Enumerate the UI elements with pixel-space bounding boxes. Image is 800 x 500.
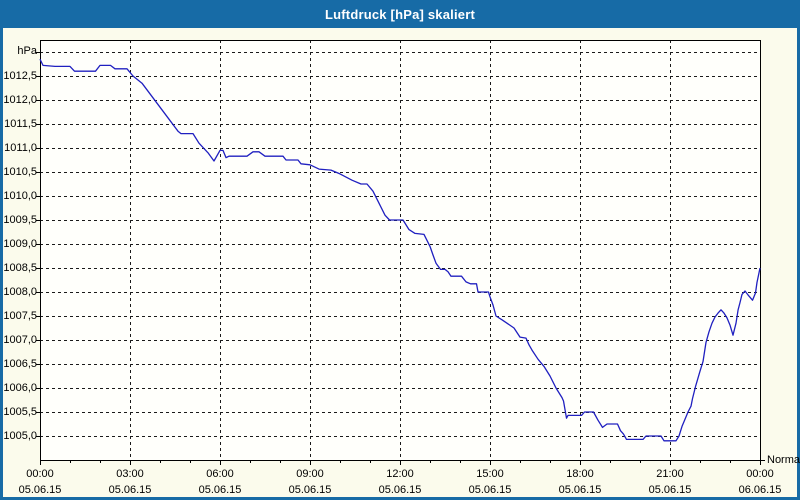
y-axis-label: 1006,5 — [3, 358, 37, 370]
y-axis-label: 1010,0 — [3, 190, 37, 202]
x-axis-time-label: 03:00 — [116, 468, 144, 480]
y-axis-label: 1005,5 — [3, 406, 37, 418]
y-axis-label: 1007,5 — [3, 310, 37, 322]
y-axis-label: 1012,0 — [3, 94, 37, 106]
y-axis-unit-label: hPa — [17, 45, 37, 57]
series-label-normal: Normal — [767, 454, 800, 466]
x-axis-time-label: 00:00 — [746, 468, 774, 480]
y-axis-label: 1007,0 — [3, 334, 37, 346]
x-axis-date-label: 05.06.15 — [288, 484, 332, 496]
y-axis-label: 1011,5 — [4, 118, 37, 130]
x-axis-date-label: 05.06.15 — [558, 484, 602, 496]
x-axis-date-label: 05.06.15 — [108, 484, 152, 496]
pressure-line — [39, 58, 761, 442]
y-axis-label: 1008,5 — [3, 262, 37, 274]
x-axis-date-label: 05.06.15 — [18, 484, 62, 496]
x-axis-date-label: 05.06.15 — [468, 484, 512, 496]
x-axis-time-label: 06:00 — [206, 468, 234, 480]
y-axis-label: 1010,5 — [3, 166, 37, 178]
y-axis-label: 1005,0 — [3, 430, 37, 442]
y-axis-label: 1009,5 — [3, 214, 37, 226]
chart-canvas — [36, 40, 765, 465]
x-axis-date-label: 06.06.15 — [738, 484, 782, 496]
x-axis-time-label: 21:00 — [656, 468, 684, 480]
y-axis-label: 1009,0 — [3, 238, 37, 250]
window-title: Luftdruck [hPa] skaliert — [325, 6, 475, 22]
x-axis-time-label: 15:00 — [476, 468, 504, 480]
x-axis-time-label: 09:00 — [296, 468, 324, 480]
y-axis-label: 1006,0 — [3, 382, 37, 394]
x-axis-date-label: 05.06.15 — [198, 484, 242, 496]
x-axis-date-label: 05.06.15 — [378, 484, 422, 496]
x-axis-time-label: 18:00 — [566, 468, 594, 480]
window-titlebar[interactable]: Luftdruck [hPa] skaliert — [0, 0, 800, 28]
y-axis-label: 1008,0 — [3, 286, 37, 298]
y-axis-label: 1012,5 — [3, 70, 37, 82]
chart-panel: hPa 1012,5 1012,0 1011,5 1011,0 1010,5 1010,0… — [3, 28, 800, 497]
y-axis-label: 1011,0 — [4, 142, 37, 154]
x-axis-time-label: 12:00 — [386, 468, 414, 480]
x-axis-date-label: 05.06.15 — [648, 484, 692, 496]
plot-frame — [40, 40, 761, 461]
x-axis-time-label: 00:00 — [26, 468, 54, 480]
